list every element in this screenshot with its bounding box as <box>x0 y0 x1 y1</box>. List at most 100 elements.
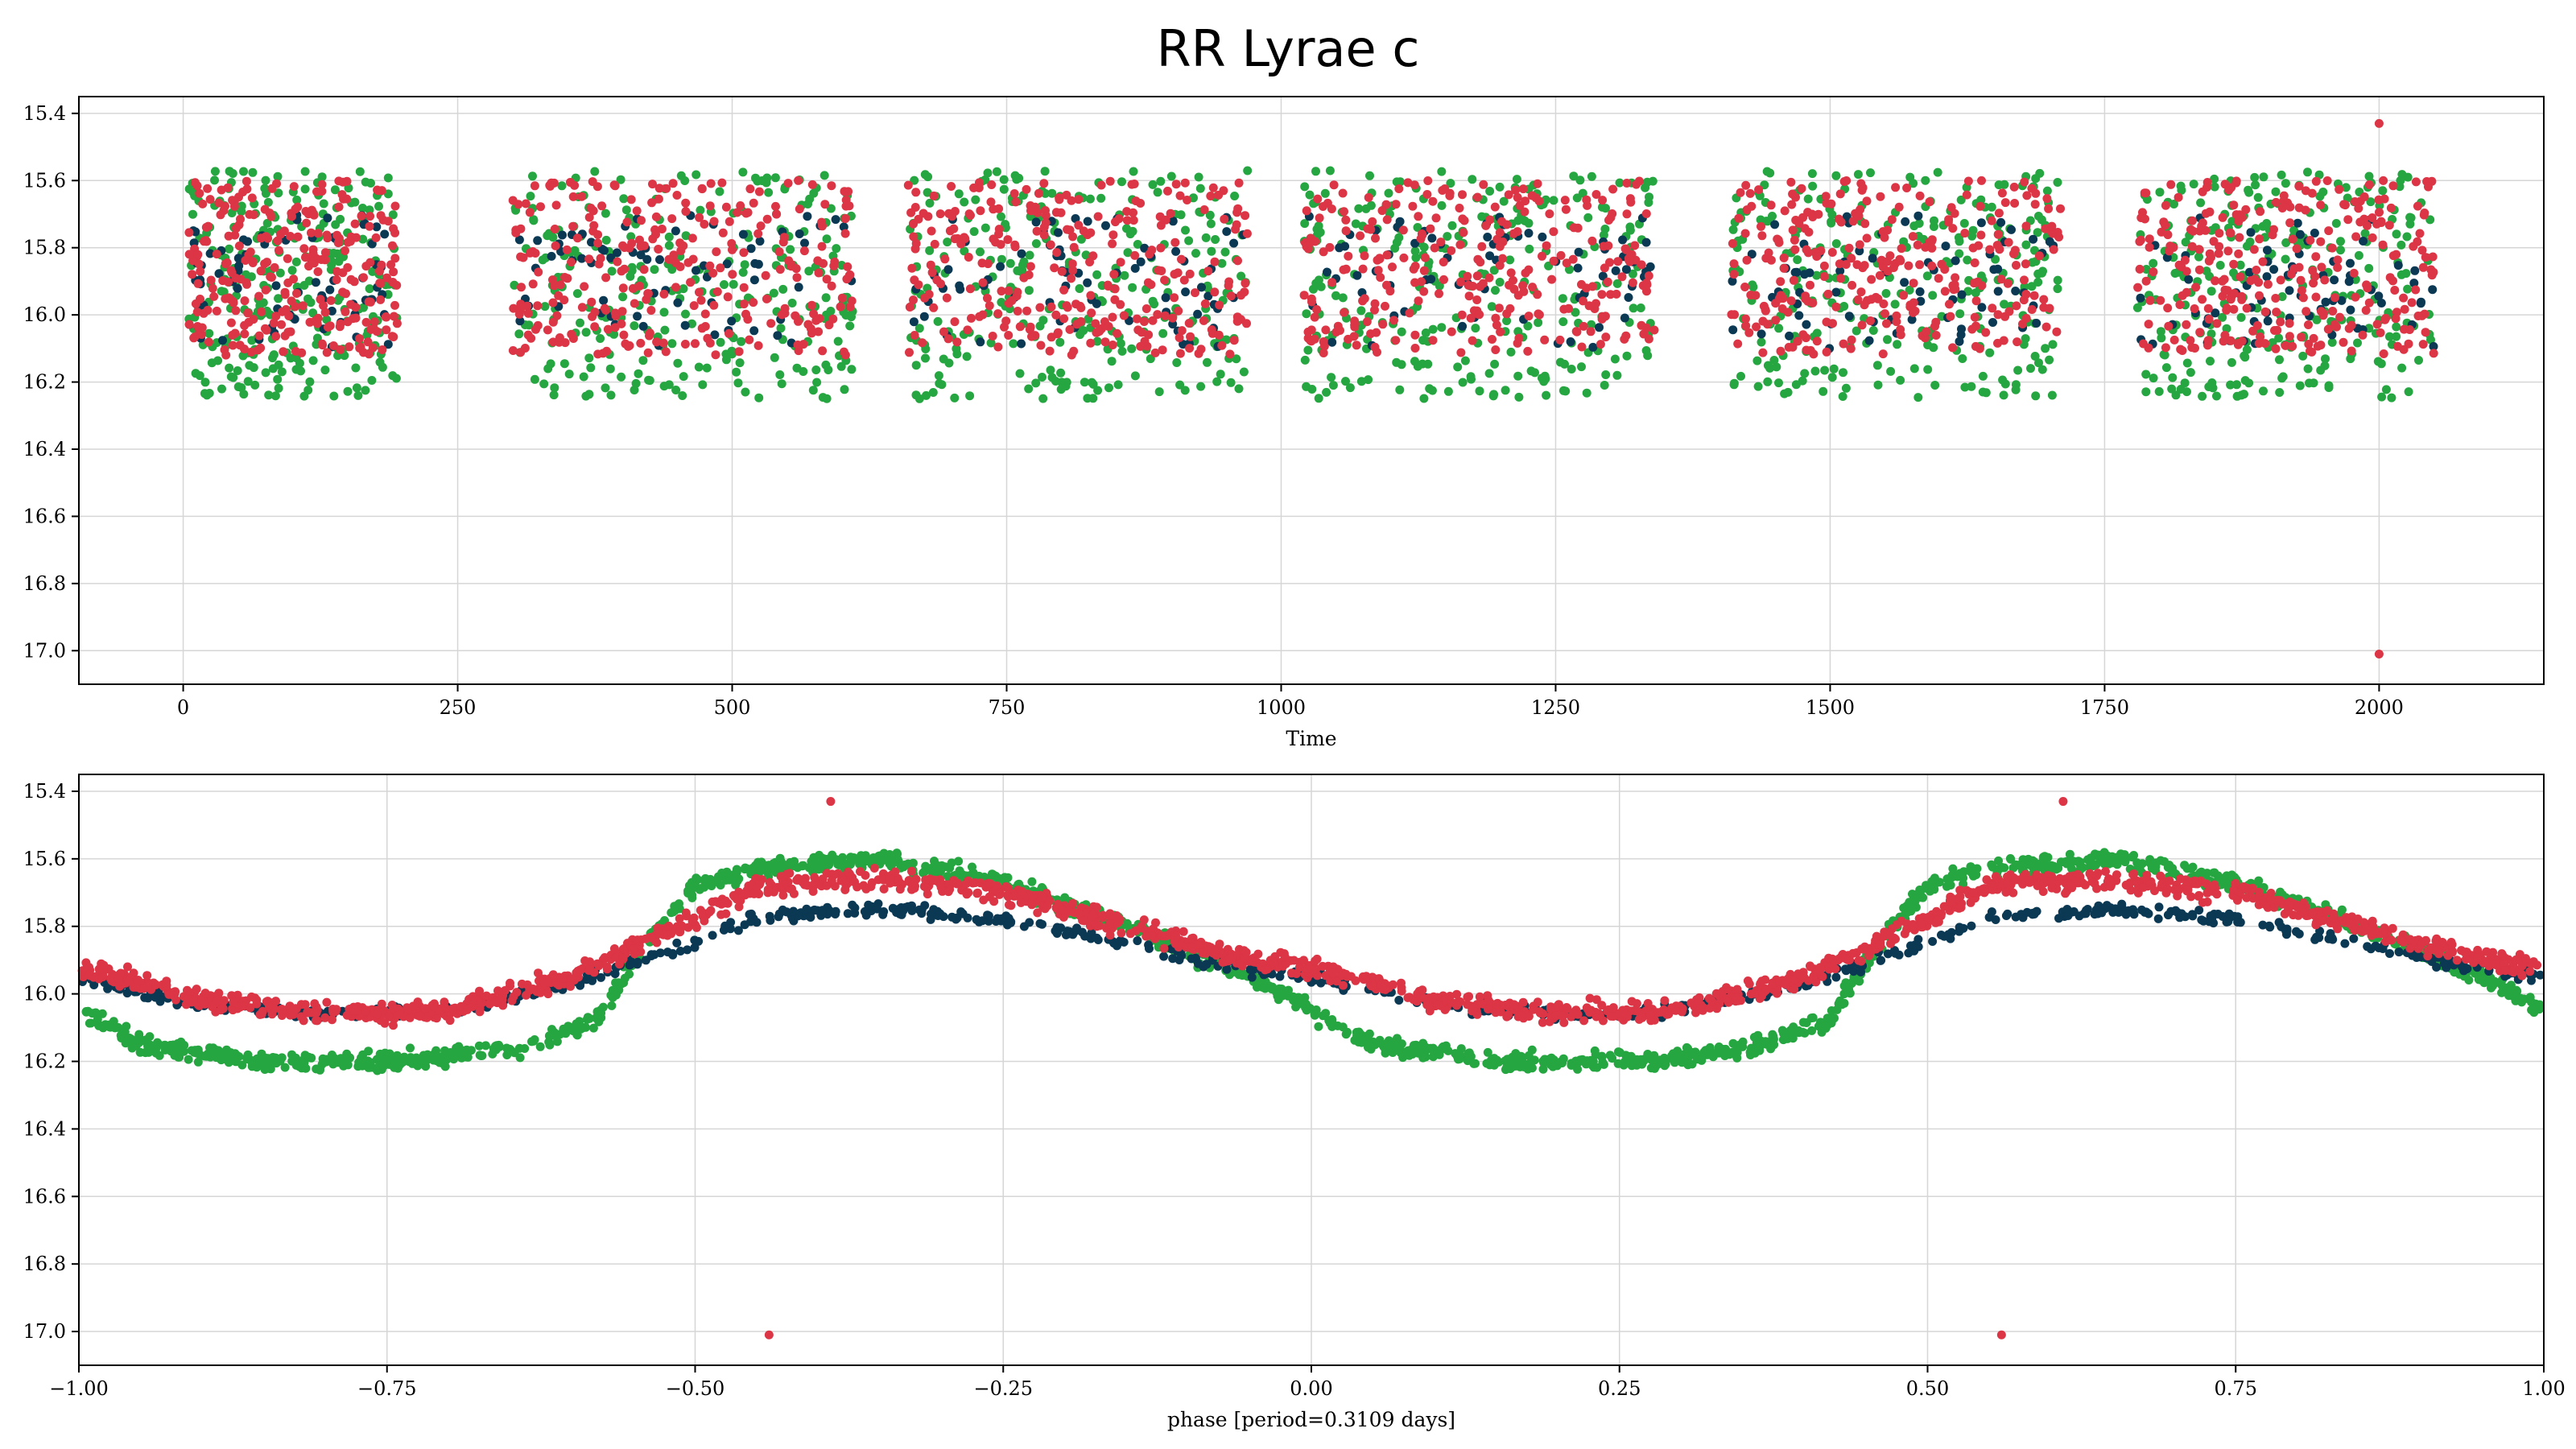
data-point <box>515 316 525 326</box>
data-point <box>1038 316 1048 325</box>
data-point <box>922 390 931 400</box>
data-point <box>700 220 709 229</box>
data-point <box>2252 320 2262 330</box>
data-point <box>207 358 217 368</box>
data-point <box>1177 326 1187 336</box>
data-point <box>2396 240 2406 250</box>
data-point <box>2337 295 2347 305</box>
data-point <box>1622 179 1632 188</box>
data-point <box>2044 204 2054 213</box>
data-point <box>343 386 353 396</box>
data-point <box>1880 233 1889 242</box>
data-point <box>950 393 960 402</box>
data-point <box>293 202 303 212</box>
data-point <box>369 317 379 327</box>
data-point <box>2293 218 2302 228</box>
data-point <box>1742 255 1752 265</box>
data-point <box>2344 277 2354 287</box>
data-point <box>1835 259 1844 269</box>
data-point <box>1728 239 1737 248</box>
data-point <box>911 239 921 248</box>
x-tick-label: 1500 <box>1806 696 1855 719</box>
data-point <box>367 376 377 385</box>
data-point <box>1382 215 1392 225</box>
data-point <box>1801 291 1810 301</box>
data-point <box>376 211 386 221</box>
data-point <box>654 245 663 254</box>
data-point <box>2231 176 2241 186</box>
data-point <box>548 317 558 327</box>
data-point <box>582 1014 592 1024</box>
data-point <box>245 361 254 370</box>
data-point <box>600 246 609 255</box>
data-point <box>530 181 539 191</box>
data-point <box>2033 212 2043 221</box>
data-point <box>533 301 543 311</box>
data-point <box>1338 293 1348 303</box>
data-point <box>243 308 253 318</box>
data-point <box>560 273 570 282</box>
data-point <box>1234 384 1244 394</box>
data-point <box>2316 341 2326 350</box>
data-point <box>205 195 215 204</box>
data-point <box>2295 229 2305 239</box>
data-point <box>536 202 545 212</box>
data-point <box>1748 280 1757 290</box>
data-point <box>237 383 246 392</box>
data-point <box>1933 167 1942 177</box>
data-point <box>2285 319 2294 328</box>
data-point <box>1096 193 1106 203</box>
data-point <box>1360 251 1369 261</box>
data-point <box>638 356 648 365</box>
data-point <box>1628 278 1637 287</box>
data-point <box>2272 308 2281 317</box>
data-point <box>2161 363 2171 373</box>
data-point <box>332 230 342 240</box>
data-point <box>1180 178 1190 188</box>
data-point <box>2297 332 2306 342</box>
data-point <box>711 350 720 360</box>
data-point <box>389 267 398 277</box>
data-point <box>329 391 339 401</box>
data-point <box>1032 226 1042 236</box>
data-point <box>2149 374 2158 383</box>
data-point <box>1784 342 1794 352</box>
data-point <box>793 341 803 349</box>
data-point <box>2376 359 2386 369</box>
data-point <box>791 311 800 320</box>
data-point <box>299 391 309 401</box>
data-point <box>930 239 939 249</box>
data-point <box>206 275 216 285</box>
data-point <box>2399 324 2409 334</box>
data-point <box>1394 233 1404 242</box>
data-point <box>352 383 361 393</box>
data-point <box>2379 349 2388 358</box>
data-point <box>1534 196 1544 206</box>
data-point <box>1156 176 1166 186</box>
data-point <box>2175 300 2185 309</box>
data-point <box>1108 312 1117 322</box>
data-point <box>1130 250 1140 260</box>
data-point <box>2415 229 2425 238</box>
data-point <box>1928 291 1938 300</box>
data-point <box>1595 323 1604 332</box>
data-point <box>1129 216 1138 225</box>
data-point <box>1479 180 1488 189</box>
data-point <box>2042 186 2052 196</box>
data-point <box>188 187 197 196</box>
data-point <box>1133 240 1142 249</box>
data-point <box>1381 200 1391 209</box>
data-point <box>2402 232 2412 242</box>
data-point <box>1340 242 1350 251</box>
data-point <box>1839 368 1847 378</box>
data-point <box>654 184 664 193</box>
data-point <box>1423 176 1433 185</box>
data-point <box>273 236 283 246</box>
data-point <box>1518 184 1528 194</box>
data-point <box>2136 293 2145 303</box>
data-point <box>1459 228 1468 237</box>
data-point <box>2311 176 2321 186</box>
data-point <box>927 226 936 236</box>
data-point <box>1414 296 1423 306</box>
data-point <box>1582 195 1591 204</box>
